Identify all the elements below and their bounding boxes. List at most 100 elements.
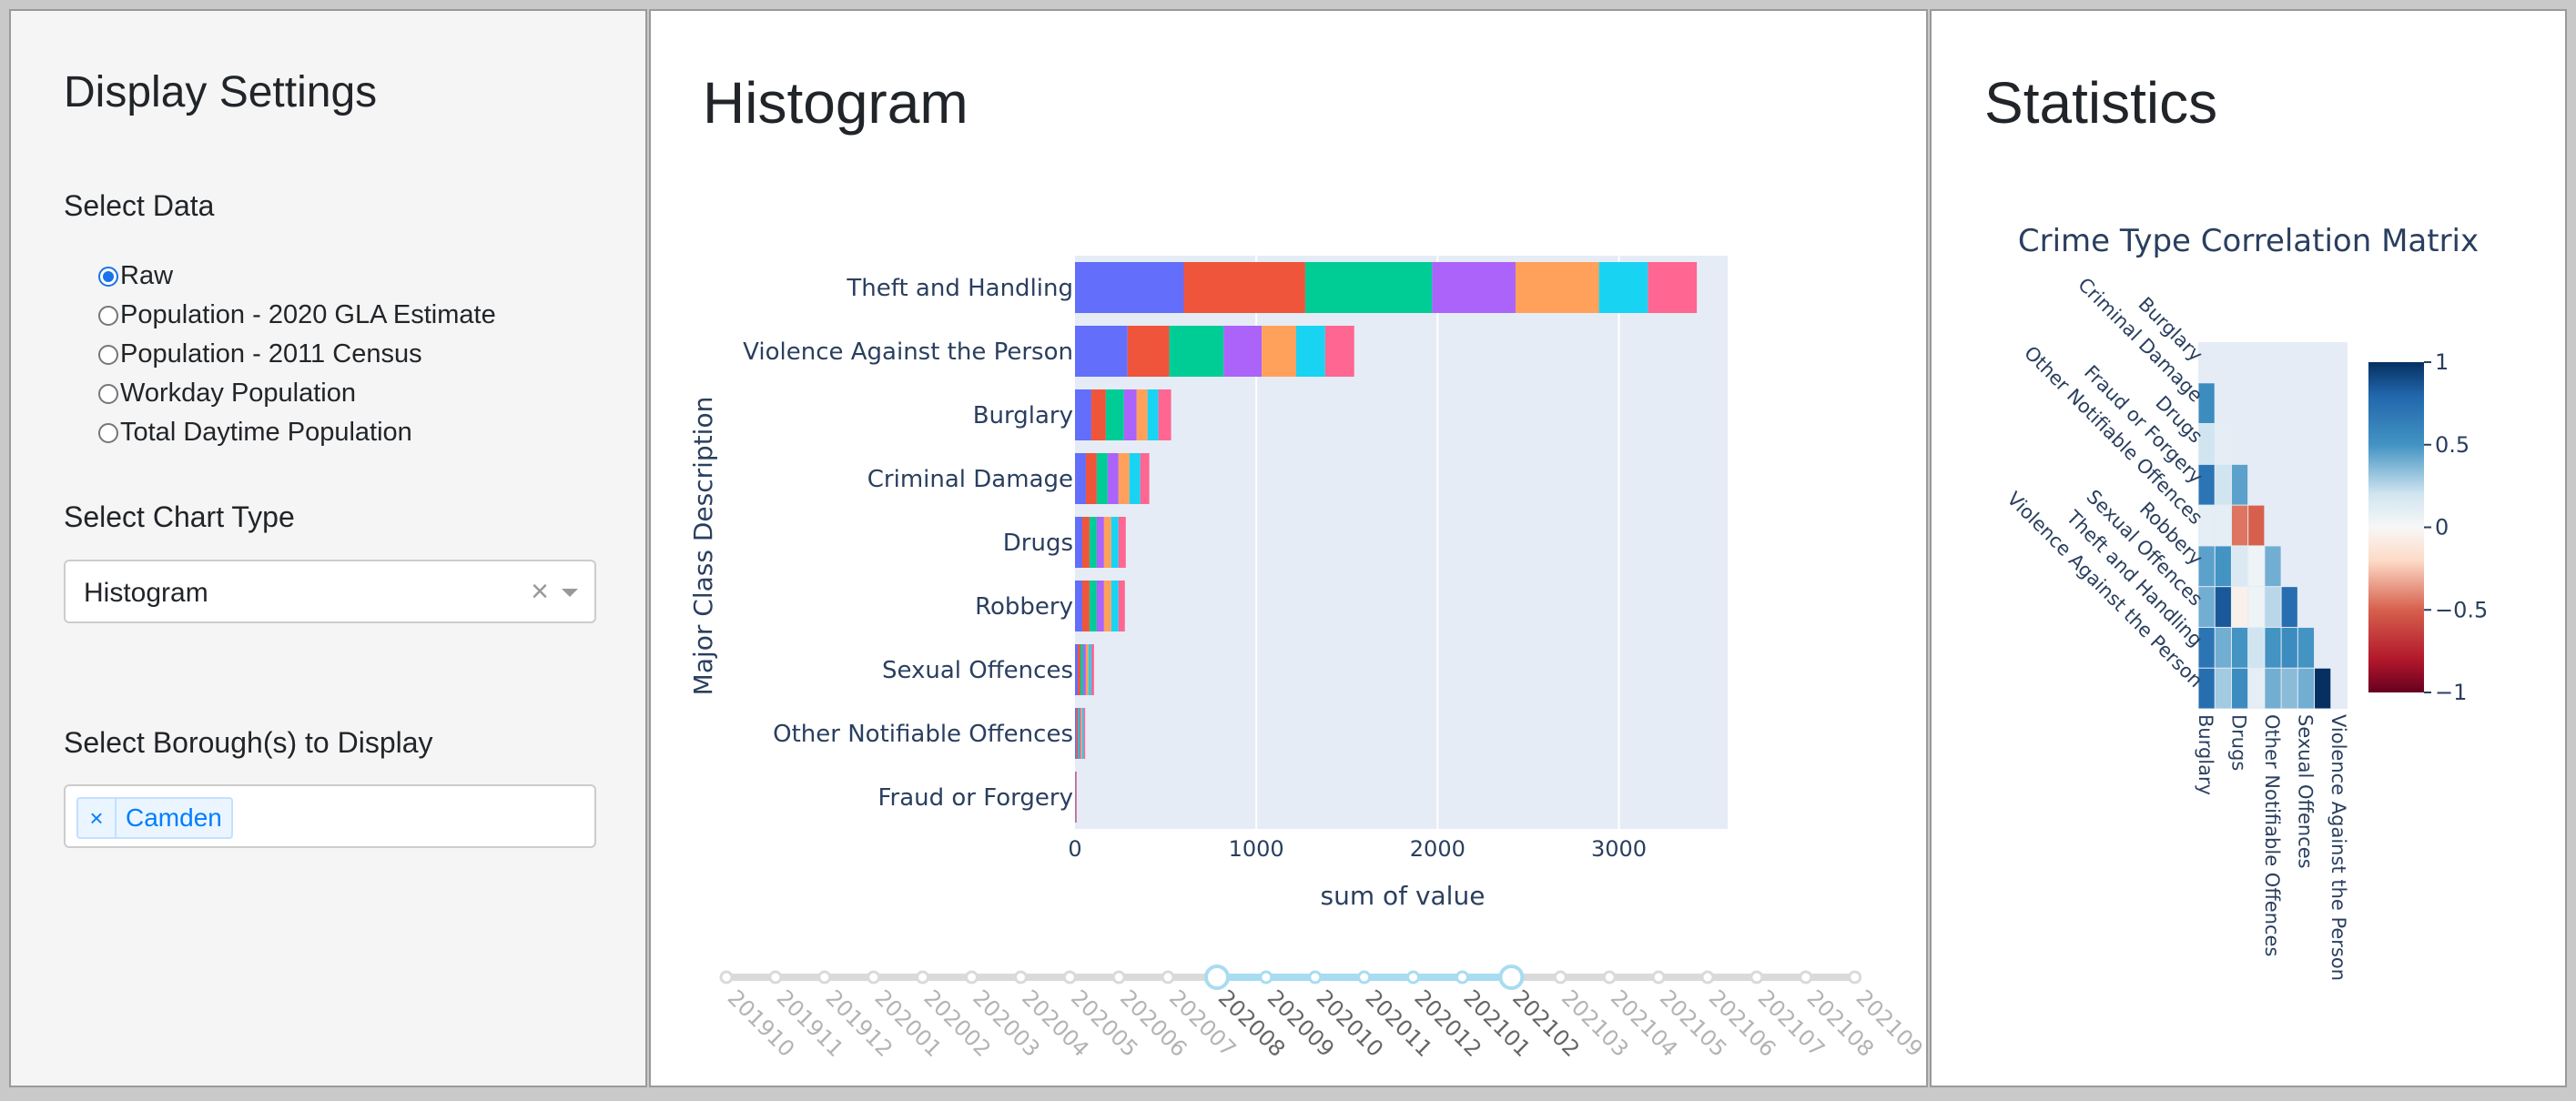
- slider-dot[interactable]: [1357, 970, 1372, 985]
- heatmap-cell[interactable]: [2265, 627, 2281, 668]
- slider-dot[interactable]: [1406, 970, 1421, 985]
- bar-segment[interactable]: [1075, 326, 1128, 377]
- heatmap-cell[interactable]: [2297, 668, 2315, 709]
- clear-icon[interactable]: ×: [531, 574, 549, 609]
- bar-segment[interactable]: [1096, 453, 1108, 504]
- heatmap-cell[interactable]: [2215, 505, 2231, 546]
- bar-segment[interactable]: [1075, 262, 1184, 313]
- slider-dot[interactable]: [965, 970, 979, 985]
- bar-segment[interactable]: [1075, 708, 1077, 759]
- slider-dot[interactable]: [1651, 970, 1666, 985]
- heatmap-cell[interactable]: [2198, 546, 2215, 587]
- bar-segment[interactable]: [1096, 517, 1104, 568]
- slider-handle[interactable]: [1498, 965, 1525, 990]
- borough-multiselect[interactable]: × Camden: [64, 784, 596, 848]
- heatmap-cell[interactable]: [2215, 546, 2231, 587]
- heatmap-cell[interactable]: [2265, 546, 2281, 587]
- bar-segment[interactable]: [1080, 708, 1082, 759]
- heatmap-cell[interactable]: [2281, 668, 2297, 709]
- slider-dot[interactable]: [1308, 970, 1323, 985]
- date-range-slider[interactable]: 2019102019112019122020012020022020032020…: [719, 965, 1926, 1062]
- bar-segment[interactable]: [1103, 517, 1111, 568]
- radio-raw[interactable]: Raw: [98, 257, 496, 296]
- slider-dot[interactable]: [1700, 970, 1715, 985]
- bar-segment[interactable]: [1077, 644, 1080, 695]
- heatmap-cell[interactable]: [2231, 587, 2248, 627]
- heatmap-cell[interactable]: [2315, 668, 2331, 709]
- radio-button[interactable]: [98, 305, 118, 326]
- heatmap-cell[interactable]: [2231, 627, 2248, 668]
- heatmap-cell[interactable]: [2198, 424, 2215, 464]
- slider-dot[interactable]: [1259, 970, 1273, 985]
- bar-segment[interactable]: [1075, 389, 1091, 440]
- bar-segment[interactable]: [1304, 262, 1433, 313]
- heatmap-cell[interactable]: [2215, 424, 2231, 464]
- bar-segment[interactable]: [1648, 262, 1698, 313]
- bar-segment[interactable]: [1089, 581, 1097, 631]
- radio-button[interactable]: [98, 422, 118, 443]
- bar-segment[interactable]: [1262, 326, 1296, 377]
- bar-segment[interactable]: [1085, 644, 1089, 695]
- bar-segment[interactable]: [1223, 326, 1263, 377]
- heatmap-cell[interactable]: [2198, 383, 2215, 424]
- radio-button[interactable]: [98, 383, 118, 404]
- bar-segment[interactable]: [1075, 517, 1082, 568]
- bar-segment[interactable]: [1169, 326, 1224, 377]
- slider-handle[interactable]: [1204, 965, 1230, 990]
- bar-segment[interactable]: [1088, 644, 1091, 695]
- slider-dot[interactable]: [1602, 970, 1617, 985]
- bar-segment[interactable]: [1090, 389, 1106, 440]
- heatmap-cell[interactable]: [2248, 546, 2265, 587]
- slider-dot[interactable]: [1455, 970, 1469, 985]
- slider-dot[interactable]: [1553, 970, 1567, 985]
- bar-segment[interactable]: [1081, 708, 1084, 759]
- bar-segment[interactable]: [1081, 581, 1090, 631]
- bar-segment[interactable]: [1118, 453, 1130, 504]
- bar-segment[interactable]: [1140, 453, 1150, 504]
- bar-segment[interactable]: [1082, 644, 1086, 695]
- heatmap-cell[interactable]: [2231, 505, 2248, 546]
- bar-segment[interactable]: [1090, 644, 1094, 695]
- bar-segment[interactable]: [1103, 581, 1111, 631]
- heatmap-cell[interactable]: [2198, 627, 2215, 668]
- slider-dot[interactable]: [1848, 970, 1862, 985]
- remove-tag-icon[interactable]: ×: [78, 799, 117, 837]
- bar-segment[interactable]: [1096, 581, 1104, 631]
- heatmap-cell[interactable]: [2198, 668, 2215, 709]
- bar-segment[interactable]: [1105, 389, 1124, 440]
- slider-dot[interactable]: [719, 970, 734, 985]
- heatmap-cell[interactable]: [2281, 627, 2297, 668]
- heatmap-cell[interactable]: [2198, 505, 2215, 546]
- radio-population-2020[interactable]: Population - 2020 GLA Estimate: [98, 296, 496, 335]
- slider-dot[interactable]: [916, 970, 930, 985]
- heatmap-cell[interactable]: [2231, 546, 2248, 587]
- bar-segment[interactable]: [1076, 772, 1077, 823]
- bar-segment[interactable]: [1118, 581, 1125, 631]
- bar-segment[interactable]: [1083, 708, 1086, 759]
- heatmap-cell[interactable]: [2215, 668, 2231, 709]
- bar-segment[interactable]: [1089, 517, 1097, 568]
- bar-segment[interactable]: [1598, 262, 1648, 313]
- heatmap-cell[interactable]: [2265, 587, 2281, 627]
- slider-dot[interactable]: [817, 970, 832, 985]
- bar-segment[interactable]: [1075, 644, 1078, 695]
- heatmap-cell[interactable]: [2248, 627, 2265, 668]
- radio-population-2011[interactable]: Population - 2011 Census: [98, 335, 496, 374]
- slider-dot[interactable]: [1799, 970, 1813, 985]
- slider-dot[interactable]: [768, 970, 783, 985]
- bar-segment[interactable]: [1136, 389, 1148, 440]
- bar-segment[interactable]: [1107, 453, 1119, 504]
- bar-segment[interactable]: [1432, 262, 1516, 313]
- bar-segment[interactable]: [1147, 389, 1159, 440]
- bar-segment[interactable]: [1158, 389, 1171, 440]
- heatmap-cell[interactable]: [2248, 587, 2265, 627]
- chevron-down-icon[interactable]: [562, 589, 578, 597]
- bar-segment[interactable]: [1078, 708, 1080, 759]
- heatmap-cell[interactable]: [2281, 587, 2297, 627]
- radio-button[interactable]: [98, 266, 118, 287]
- radio-workday-population[interactable]: Workday Population: [98, 374, 496, 413]
- bar-segment[interactable]: [1080, 644, 1083, 695]
- bar-segment[interactable]: [1127, 326, 1170, 377]
- slider-dot[interactable]: [1161, 970, 1175, 985]
- slider-dot[interactable]: [1111, 970, 1126, 985]
